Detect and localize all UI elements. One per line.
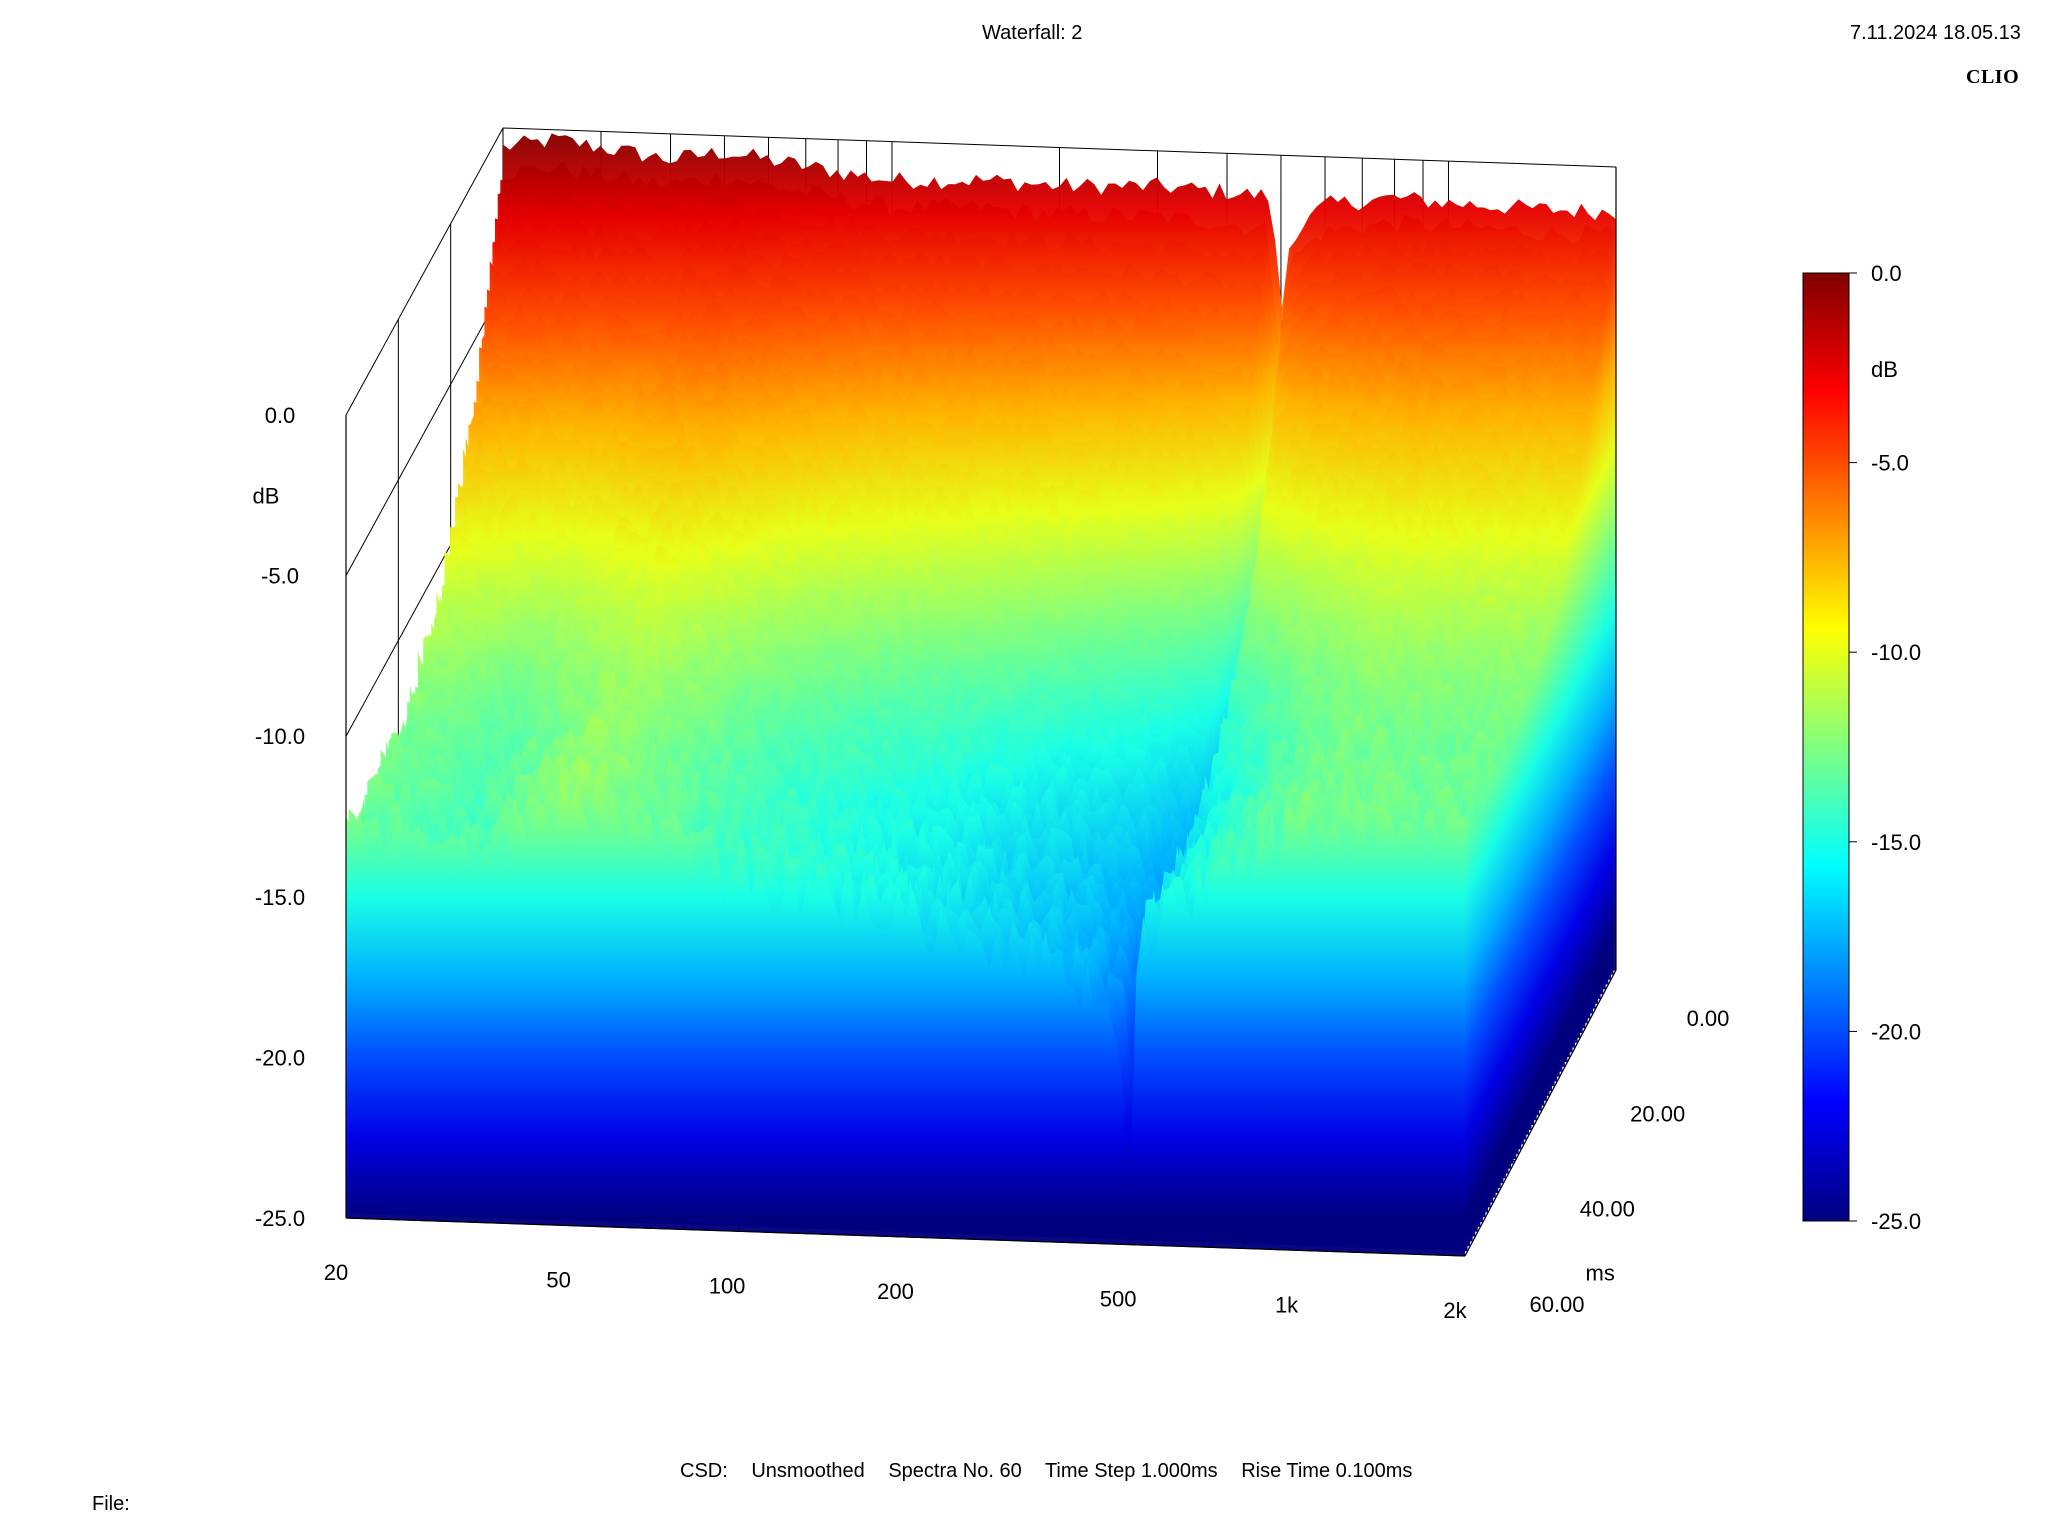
smoothing-value: Unsmoothed bbox=[751, 1460, 865, 1482]
y-tick-label: -10.0 bbox=[255, 724, 305, 749]
brand-logo-text: CLIO bbox=[1966, 66, 2020, 88]
back-gridline-db bbox=[502, 127, 1617, 168]
y-tick-label: -15.0 bbox=[255, 885, 305, 910]
file-label: File: bbox=[92, 1493, 130, 1515]
rise-time: Rise Time 0.100ms bbox=[1241, 1460, 1413, 1482]
y-tick-label: -5.0 bbox=[261, 564, 299, 589]
time-step: Time Step 1.000ms bbox=[1044, 1460, 1218, 1482]
x-axis-line bbox=[345, 1217, 1466, 1257]
colorbar-rect bbox=[1802, 272, 1850, 1222]
measurement-info: CSD: Unsmoothed Spectra No. 60 Time Step… bbox=[680, 1460, 1430, 1483]
x-tick-label: 2k bbox=[1443, 1298, 1467, 1323]
colorbar-tick-label: -15.0 bbox=[1871, 830, 1921, 855]
colorbar-tick-label: -25.0 bbox=[1871, 1209, 1921, 1234]
colorbar-tick-label: 0.0 bbox=[1871, 261, 1902, 286]
x-tick-label: 500 bbox=[1100, 1287, 1137, 1312]
colorbar: 0.0 -5.0 -10.0 -15.0 -20.0 -25.0 dB bbox=[1802, 261, 1921, 1234]
z-tick-label: 20.00 bbox=[1630, 1101, 1685, 1126]
axes: 0.0 -5.0 -10.0 -15.0 -20.0 -25.0 dB 20 50 100 200 5… bbox=[253, 167, 1730, 1323]
timestamp: 7.11.2024 18.05.13 bbox=[1850, 22, 2021, 44]
x-tick-label: 1k bbox=[1275, 1292, 1299, 1317]
x-tick-label: 100 bbox=[709, 1273, 746, 1298]
x-tick-label: 20 bbox=[324, 1260, 348, 1285]
x-tick-label: 200 bbox=[877, 1279, 914, 1304]
colorbar-tick-label: -10.0 bbox=[1871, 640, 1921, 665]
side-gridline-db bbox=[345, 288, 504, 576]
side-gridline-db bbox=[345, 127, 504, 416]
x-tick-label: 50 bbox=[546, 1268, 570, 1293]
z-tick-label: 60.00 bbox=[1529, 1292, 1584, 1317]
z-tick-label: 0.00 bbox=[1687, 1006, 1730, 1031]
z-axis-line bbox=[1464, 969, 1617, 1257]
y-axis-label: dB bbox=[253, 483, 280, 508]
z-axis-label: ms bbox=[1586, 1260, 1615, 1285]
y-tick-label: -25.0 bbox=[255, 1206, 305, 1231]
spectrum-slice bbox=[346, 782, 1465, 1256]
y-tick-label: 0.0 bbox=[265, 403, 296, 428]
colorbar-tick-label: -20.0 bbox=[1871, 1019, 1921, 1044]
chart-title: Waterfall: 2 bbox=[982, 22, 1083, 44]
colorbar-label: dB bbox=[1871, 357, 1898, 382]
z-tick-label: 40.00 bbox=[1580, 1197, 1635, 1222]
csd-label: CSD: bbox=[680, 1460, 728, 1482]
y-tick-label: -20.0 bbox=[255, 1045, 305, 1070]
spectra-count: Spectra No. 60 bbox=[888, 1460, 1022, 1482]
waterfall-surface bbox=[346, 133, 1616, 1256]
colorbar-tick-label: -5.0 bbox=[1871, 451, 1909, 476]
